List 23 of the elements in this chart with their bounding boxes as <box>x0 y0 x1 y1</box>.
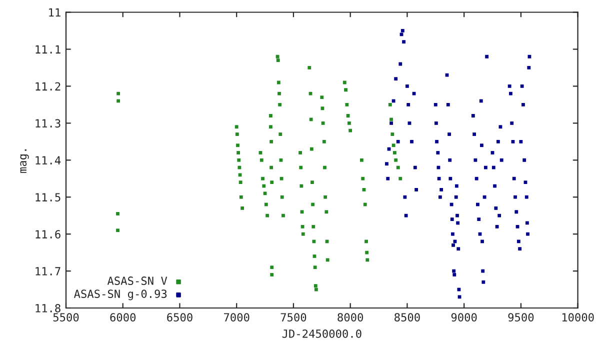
x-tick-label: 10000 <box>562 313 594 322</box>
x-tick-label: 6000 <box>110 313 136 322</box>
y-tick-label: 11.5 <box>36 193 60 202</box>
y-tick-label: 11.1 <box>36 45 60 54</box>
y-tick-label: 11.8 <box>36 304 60 312</box>
x-tick-label: 7000 <box>224 313 250 322</box>
y-tick-label: 11.3 <box>36 119 60 128</box>
y-tick-label: 11 <box>49 8 60 16</box>
y-tick-label: 11.7 <box>36 267 60 276</box>
x-tick-label: 9000 <box>451 313 477 322</box>
y-tick-label: 11.4 <box>36 156 61 164</box>
x-tick-label: 8000 <box>338 313 363 322</box>
x-tick-label: 6500 <box>167 313 192 322</box>
y-tick-label: 11.6 <box>36 230 60 238</box>
x-tick-label: 5500 <box>53 313 79 322</box>
y-axis-title: mag. <box>20 149 29 173</box>
x-tick-label: 7500 <box>280 313 306 322</box>
y-tick-label: 11.2 <box>36 82 60 90</box>
x-axis-title: JD-2450000.0 <box>282 329 362 338</box>
legend-label: ASAS-SN V <box>107 276 168 285</box>
legend-label: ASAS-SN g-0.93 <box>74 290 167 300</box>
x-tick-label: 8500 <box>394 313 420 322</box>
x-tick-label: 9500 <box>508 313 534 322</box>
